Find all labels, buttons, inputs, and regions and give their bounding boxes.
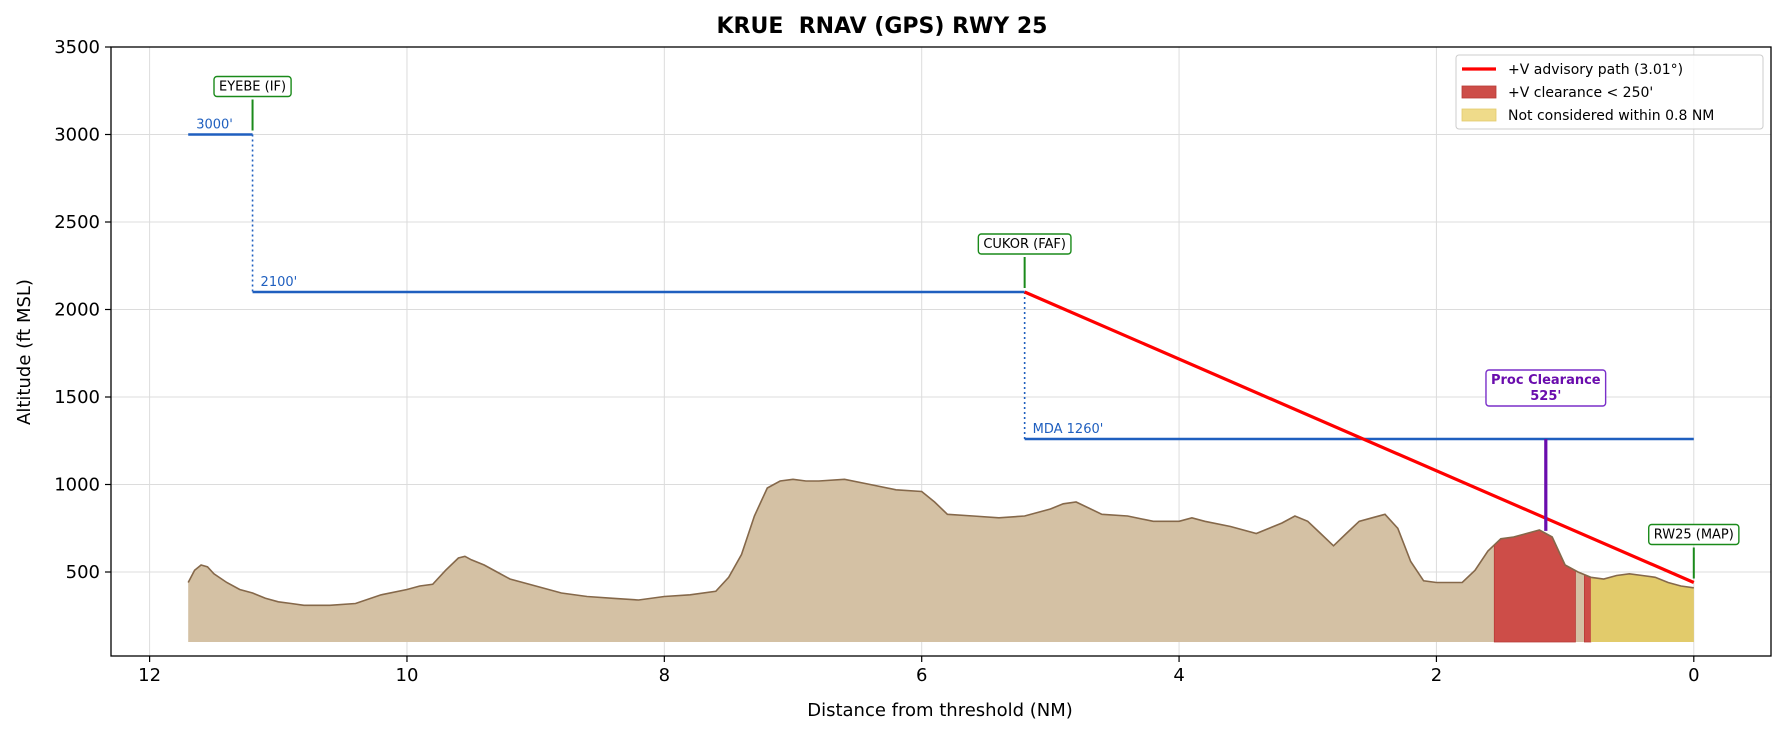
y-tick-label: 1000 bbox=[54, 475, 100, 496]
glidepath-line bbox=[1024, 290, 1695, 584]
proc-clearance-label-text-1: 525' bbox=[1530, 389, 1561, 404]
legend-entry-label: +V clearance < 250' bbox=[1508, 85, 1653, 101]
clearance-shaded-region bbox=[1493, 529, 1576, 643]
y-tick-label: 3000 bbox=[54, 125, 100, 146]
step-altitude-label: 3000' bbox=[196, 118, 233, 133]
legend-swatch-patch bbox=[1461, 85, 1497, 99]
x-tick-label: 6 bbox=[916, 665, 927, 686]
legend-swatch-patch bbox=[1461, 108, 1497, 122]
chart-title: KRUE RNAV (GPS) RWY 25 bbox=[717, 14, 1048, 39]
y-tick-label: 3500 bbox=[54, 37, 100, 58]
y-axis-label: Altitude (ft MSL) bbox=[14, 279, 35, 425]
y-tick-label: 1500 bbox=[54, 387, 100, 408]
advisory-glidepath bbox=[1024, 290, 1695, 584]
axes: 12 10 8 6 4 2 0 500 1000 1500 2000 2500 3000 3500 bbox=[54, 37, 1699, 686]
x-tick-label: 12 bbox=[138, 665, 161, 686]
terrain-area bbox=[187, 478, 1694, 643]
plot-frame bbox=[110, 46, 1772, 657]
procedure-altitudes: 3000' 2100' MDA 1260' bbox=[188, 118, 1694, 441]
fix-label-box bbox=[213, 75, 292, 98]
proc-clearance-label-text-0: Proc Clearance bbox=[1491, 373, 1601, 388]
legend: +V advisory path (3.01°) +V clearance < 2… bbox=[1455, 54, 1764, 130]
terrain-outline bbox=[187, 478, 1694, 607]
fix-label-group: RW25 (MAP) bbox=[1648, 523, 1740, 546]
fix-label-text: EYEBE (IF) bbox=[219, 80, 286, 95]
y-tick-label: 500 bbox=[66, 562, 100, 583]
fix-label-box bbox=[1648, 523, 1740, 546]
y-tick-label: 2000 bbox=[54, 300, 100, 321]
step-altitude-label: 2100' bbox=[261, 275, 298, 290]
x-tick-label: 10 bbox=[396, 665, 419, 686]
y-tick-label: 2500 bbox=[54, 212, 100, 233]
x-axis-label: Distance from threshold (NM) bbox=[807, 700, 1073, 721]
fix-label-text: CUKOR (FAF) bbox=[983, 237, 1066, 252]
x-tick-label: 2 bbox=[1431, 665, 1442, 686]
x-tick-label: 4 bbox=[1173, 665, 1184, 686]
fix-label-group: EYEBE (IF) bbox=[213, 75, 292, 98]
terrain-fill bbox=[188, 479, 1694, 642]
fix-label-box bbox=[977, 233, 1072, 255]
fix-markers: EYEBE (IF) CUKOR (FAF) RW25 (MAP) bbox=[213, 75, 1740, 579]
x-tick-label: 0 bbox=[1688, 665, 1699, 686]
legend-entry-label: Not considered within 0.8 NM bbox=[1508, 108, 1714, 124]
clearance-shaded-region bbox=[1584, 573, 1592, 643]
x-tick-label: 8 bbox=[659, 665, 670, 686]
step-altitude-label: MDA 1260' bbox=[1033, 422, 1104, 437]
fix-label-text: RW25 (MAP) bbox=[1654, 528, 1734, 543]
fix-label-group: CUKOR (FAF) bbox=[977, 233, 1072, 255]
legend-box bbox=[1455, 54, 1764, 130]
proc-clearance-label-box bbox=[1485, 369, 1607, 407]
not-considered-region bbox=[1590, 573, 1694, 642]
legend-entry-label: +V advisory path (3.01°) bbox=[1508, 62, 1683, 78]
